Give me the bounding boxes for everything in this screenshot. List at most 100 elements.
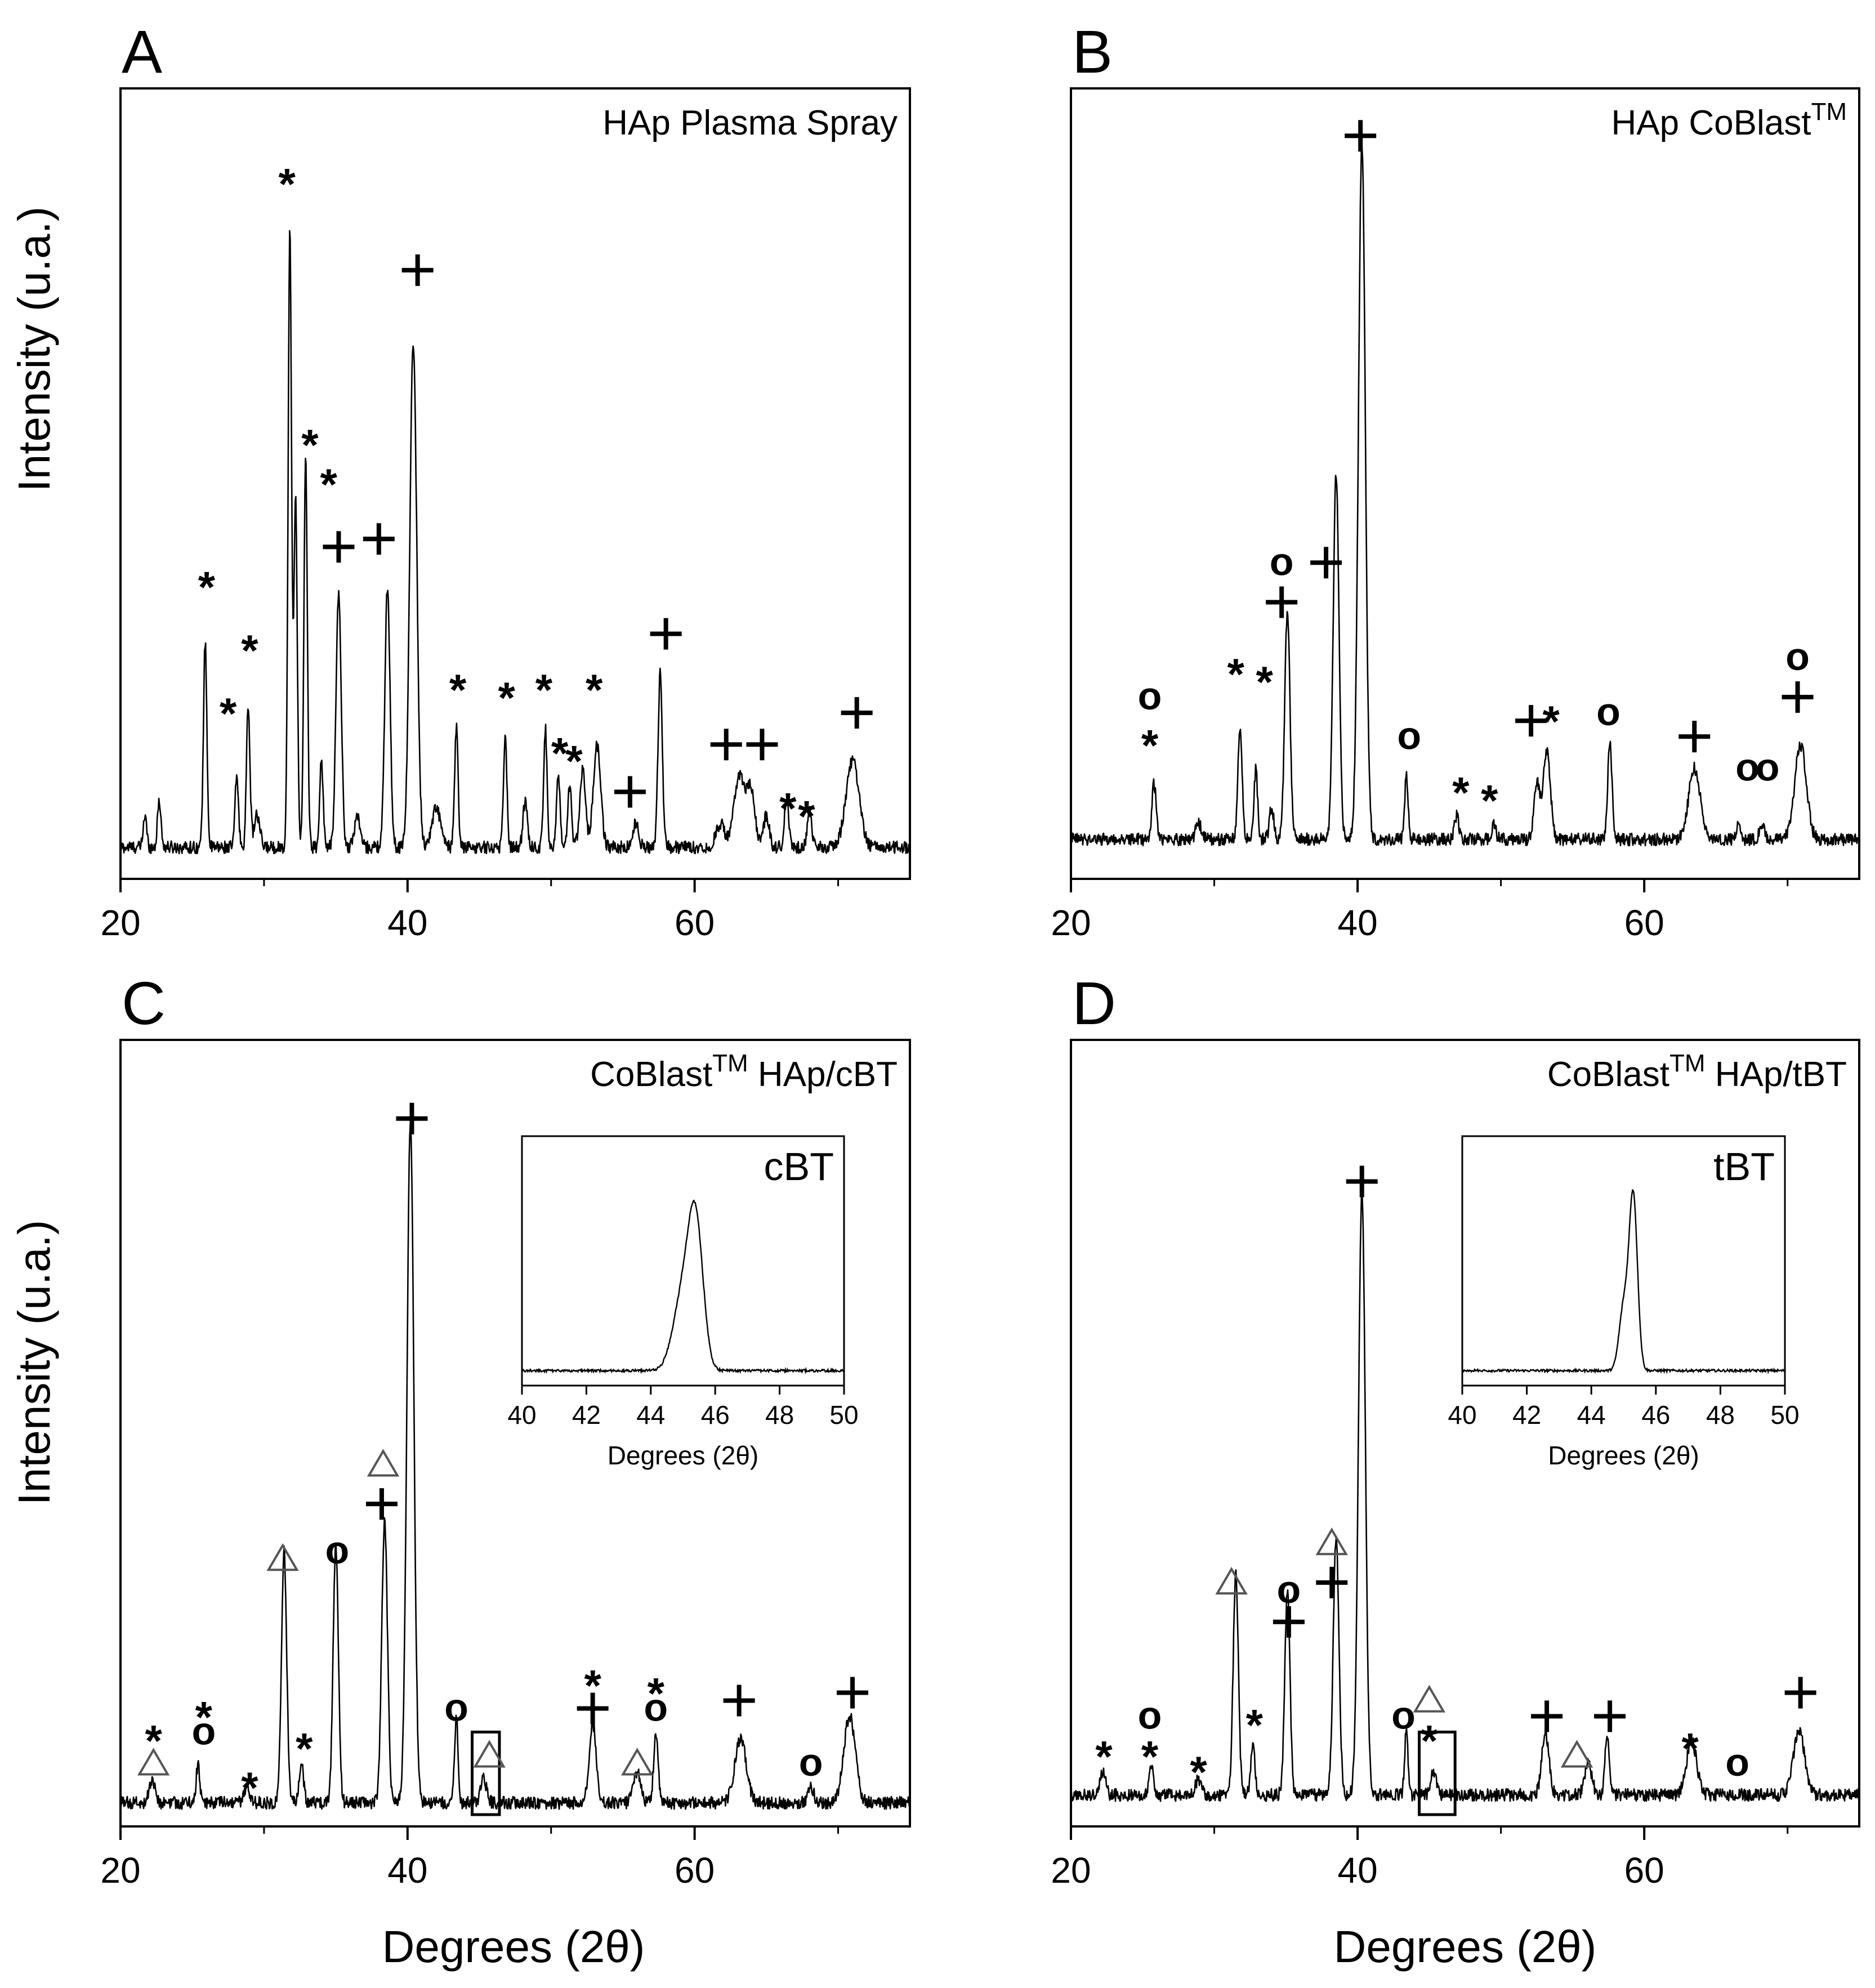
plot-frame [119, 1039, 911, 1828]
asterisk-marker: * [498, 673, 516, 722]
panel-letter: B [1072, 17, 1113, 86]
diffraction-trace [1070, 142, 1860, 847]
asterisk-marker: * [145, 1716, 162, 1765]
plot-frame [1070, 1039, 1860, 1828]
plus-marker [1515, 705, 1547, 737]
plus-marker [1678, 721, 1711, 753]
plus-marker [1784, 1677, 1816, 1709]
asterisk-marker: * [779, 784, 797, 833]
inset-trace [1461, 1189, 1786, 1374]
x-tick-label: 40 [387, 903, 427, 943]
o-marker: o [644, 1685, 668, 1729]
asterisk-marker: * [195, 1692, 213, 1741]
inset-tbt: tBT 40 42 44 46 48 50 Degrees (2θ) [1448, 1135, 1800, 1470]
o-marker: o [1138, 674, 1162, 718]
inset-frame [521, 1135, 845, 1387]
bt-peak-box [1418, 1730, 1457, 1816]
plus-marker [396, 1102, 428, 1134]
asterisk-marker: * [1227, 649, 1245, 699]
x-tick-label: 40 [387, 1850, 427, 1891]
triangle-marker [620, 1748, 654, 1776]
asterisk-marker: * [1681, 1723, 1699, 1773]
triangle-marker [1315, 1527, 1348, 1556]
inset-x-tick-label: 46 [701, 1400, 730, 1429]
x-tick-label: 60 [1624, 903, 1664, 943]
plus-marker [1346, 1165, 1378, 1198]
plus-marker [1531, 1700, 1563, 1732]
x-axis-label-left: Degrees (2θ) [382, 1922, 645, 1972]
asterisk-marker: * [535, 665, 553, 714]
y-axis-label-top: Intensity (u.a.) [9, 207, 59, 492]
asterisk-marker: * [1543, 696, 1560, 746]
inset-x-axis-label: Degrees (2θ) [1548, 1441, 1699, 1470]
triangle-marker [1413, 1685, 1446, 1713]
plus-marker [614, 776, 646, 808]
x-tick-label: 20 [100, 903, 140, 943]
plot-frame [1070, 87, 1860, 880]
diffraction-trace [1070, 1191, 1860, 1802]
inset-x-tick-label: 46 [1641, 1400, 1670, 1429]
inset-frame [1461, 1135, 1786, 1387]
plus-marker [401, 254, 434, 286]
o-marker: o [1270, 539, 1294, 583]
inset-x-tick-label: 42 [572, 1400, 601, 1429]
triangle-marker [266, 1543, 299, 1571]
o-marker: o [1756, 745, 1780, 789]
asterisk-marker: * [648, 1669, 665, 1718]
x-tick-label: 20 [1051, 1850, 1091, 1891]
asterisk-marker: * [220, 689, 237, 738]
o-marker: o [1785, 635, 1810, 678]
plus-marker [650, 618, 682, 650]
asterisk-marker: * [798, 792, 815, 841]
asterisk-marker: * [1141, 720, 1159, 770]
asterisk-marker: * [296, 1723, 313, 1773]
asterisk-marker: * [1452, 768, 1470, 817]
asterisk-marker: * [1141, 1731, 1159, 1781]
asterisk-marker: * [551, 728, 569, 778]
plot-frame [119, 87, 911, 880]
asterisk-marker: * [1246, 1700, 1264, 1749]
o-marker: o [1391, 1693, 1416, 1737]
plus-marker [323, 531, 355, 563]
inset-x-tick-label: 40 [507, 1400, 536, 1429]
plus-marker [1316, 1566, 1348, 1598]
asterisk-marker: * [449, 665, 467, 714]
o-marker: o [1277, 1567, 1301, 1611]
plus-marker [723, 1685, 755, 1717]
plus-marker [1594, 1700, 1626, 1732]
plus-marker [1345, 120, 1377, 152]
inset-x-tick-label: 42 [1512, 1400, 1541, 1429]
inset-trace [521, 1199, 845, 1375]
asterisk-marker: * [198, 562, 216, 611]
panel-title: CoBlastTM HAp/tBT [1547, 1049, 1847, 1094]
x-tick-label: 60 [675, 1850, 715, 1891]
diffraction-trace [119, 230, 911, 855]
o-marker: o [1138, 1693, 1162, 1737]
x-tick-label: 20 [100, 1850, 140, 1891]
asterisk-marker: * [301, 420, 319, 470]
inset-label: cBT [764, 1145, 834, 1189]
inset-cbt: cBT 40 42 44 46 48 50 Degrees (2θ) [507, 1135, 859, 1470]
o-marker: o [1397, 713, 1421, 757]
panel-letter: D [1072, 969, 1116, 1037]
asterisk-marker: * [1481, 776, 1498, 825]
asterisk-marker: * [1421, 1716, 1438, 1765]
plus-marker [837, 1677, 869, 1709]
plus-marker [365, 1488, 398, 1520]
y-axis-label-bottom: Intensity (u.a.) [9, 1220, 59, 1505]
o-marker: o [444, 1685, 468, 1729]
asterisk-marker: * [1256, 657, 1273, 707]
plus-marker [577, 1692, 609, 1725]
plus-marker [1266, 586, 1298, 618]
triangle-marker [367, 1449, 400, 1477]
asterisk-marker: * [320, 459, 337, 509]
inset-x-tick-label: 50 [829, 1400, 858, 1429]
triangle-marker [137, 1748, 170, 1776]
inset-x-tick-label: 40 [1448, 1400, 1476, 1429]
asterisk-marker: * [1190, 1747, 1207, 1797]
plus-marker [1782, 681, 1814, 713]
